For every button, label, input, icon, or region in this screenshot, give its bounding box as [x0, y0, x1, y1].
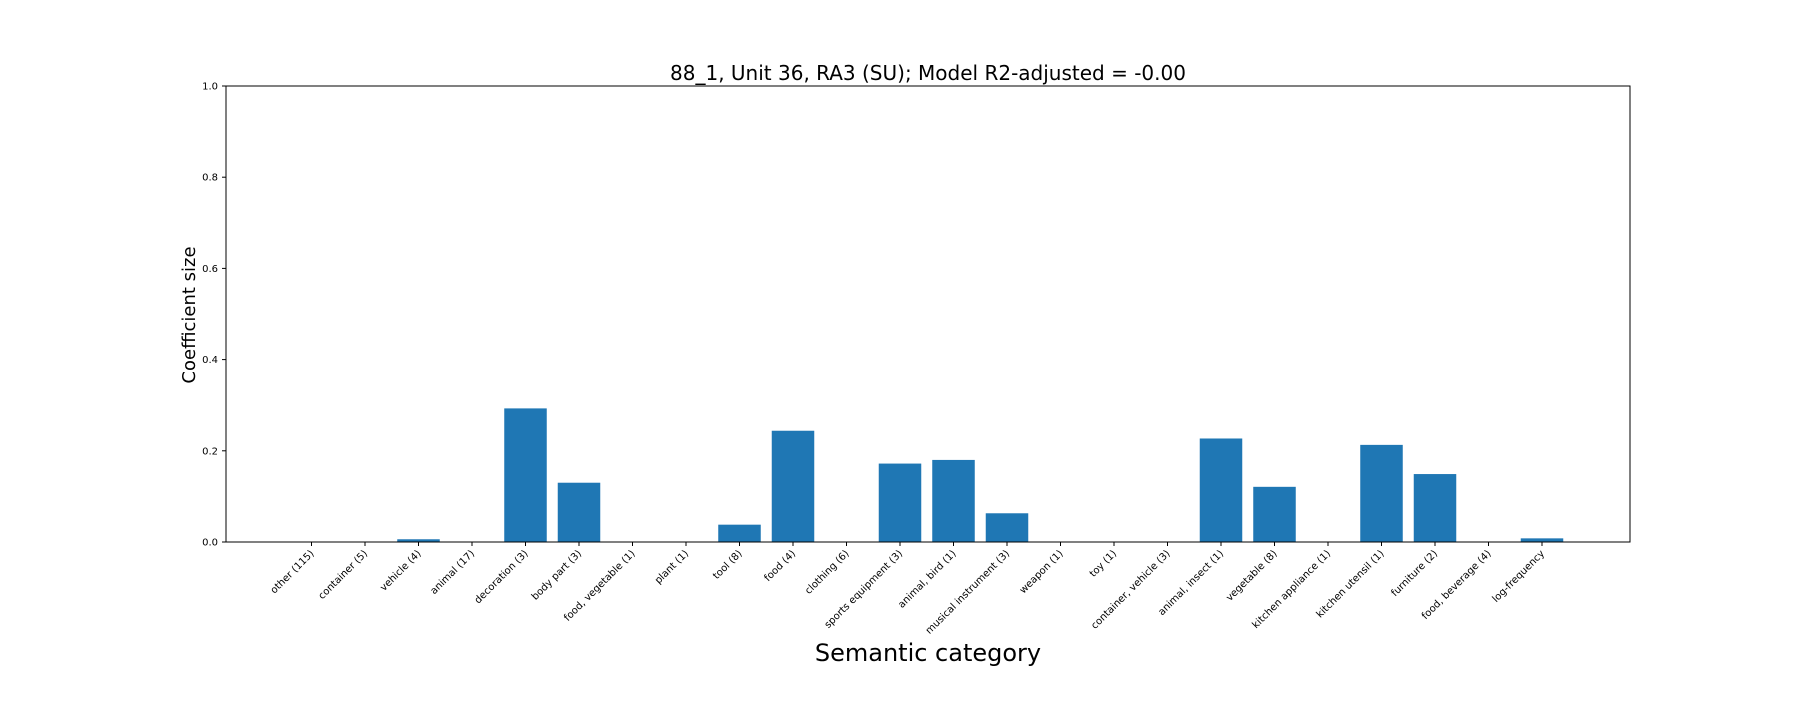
- x-tick-label-9: food (4): [762, 548, 798, 584]
- y-tick-label-4: 0.8: [202, 173, 218, 184]
- x-tick-label-21: furniture (2): [1390, 548, 1441, 599]
- x-tick-label-8: tool (8): [711, 548, 745, 582]
- x-tick-label-14: weapon (1): [1018, 548, 1066, 596]
- x-tick-label-4: decoration (3): [473, 548, 531, 606]
- x-tick-label-2: vehicle (4): [378, 548, 423, 593]
- x-tick-label-1: container (5): [317, 548, 371, 602]
- bar-12: [932, 459, 975, 542]
- x-tick-label-3: animal (17): [429, 548, 478, 597]
- y-tick-label-1: 0.2: [202, 446, 218, 457]
- bar-5: [557, 482, 601, 542]
- x-tick-label-15: toy (1): [1088, 548, 1119, 579]
- bar-9: [771, 430, 815, 542]
- y-axis: 0.0 0.2 0.4 0.6 0.8 1.0: [202, 82, 226, 549]
- bar-4: [504, 408, 547, 542]
- bars-group: [397, 408, 1564, 542]
- x-tick-label-0: other (115): [269, 548, 317, 596]
- bar-18: [1253, 486, 1296, 542]
- x-tick-label-10: clothing (6): [803, 548, 851, 596]
- y-tick-label-0: 0.0: [202, 538, 218, 549]
- bar-21: [1413, 474, 1457, 542]
- bar-13: [985, 513, 1029, 542]
- y-tick-label-3: 0.6: [202, 264, 218, 275]
- bar-17: [1199, 438, 1243, 542]
- bar-23: [1520, 538, 1564, 542]
- x-tick-label-7: plant (1): [653, 548, 691, 586]
- x-tick-label-23: log-frequency: [1491, 548, 1548, 605]
- bar-2: [397, 539, 440, 542]
- bar-8: [718, 524, 761, 542]
- plot-frame: [225, 85, 1631, 543]
- y-axis-label: Coefficient size: [179, 246, 200, 383]
- bar-20: [1360, 444, 1403, 542]
- y-tick-label-2: 0.4: [202, 355, 218, 366]
- x-tick-label-12: animal, bird (1): [896, 548, 958, 610]
- x-axis: other (115) container (5) vehicle (4) anima…: [269, 542, 1547, 637]
- y-tick-label-5: 1.0: [202, 82, 218, 93]
- bar-11: [878, 463, 922, 542]
- x-tick-label-18: vegetable (8): [1224, 548, 1279, 603]
- chart-title: 88_1, Unit 36, RA3 (SU); Model R2-adjust…: [670, 61, 1186, 85]
- x-axis-label: Semantic category: [815, 639, 1041, 667]
- x-tick-label-5: body part (3): [530, 548, 584, 602]
